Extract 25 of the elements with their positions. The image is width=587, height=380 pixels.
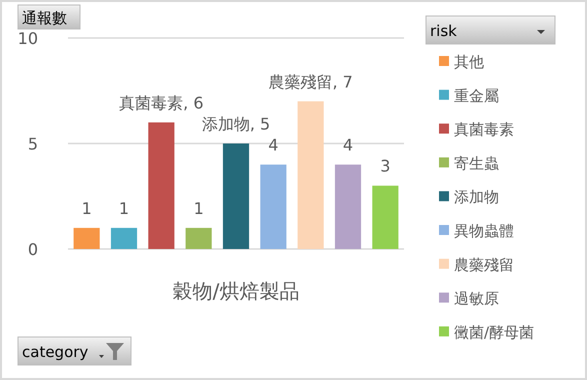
legend-label: 重金屬 (454, 86, 499, 105)
data-label: 農藥殘留, 7 (268, 72, 353, 92)
legend-label: 真菌毒素 (454, 120, 514, 139)
legend-label: 黴菌/酵母菌 (454, 323, 534, 342)
data-label: 添加物, 5 (202, 114, 270, 134)
legend-label: 其他 (454, 53, 484, 71)
data-label: 4 (342, 136, 354, 155)
data-label: 4 (268, 136, 278, 155)
legend-label: 添加物 (454, 188, 499, 206)
y-tick-label: 0 (28, 240, 38, 259)
text: category (22, 343, 88, 361)
data-label: 3 (380, 156, 390, 176)
data-label: 1 (194, 198, 204, 218)
data-label: 1 (82, 198, 92, 218)
x-axis-title: 穀物/烘焙製品 (172, 279, 300, 303)
y-tick-label: 5 (28, 134, 38, 154)
y-tick-label: 10 (18, 29, 38, 48)
legend-label: 農藥殘留 (454, 256, 514, 274)
y-axis-title: 通報數 (22, 9, 67, 27)
data-label: 1 (118, 198, 130, 218)
legend-label: 過敏原 (454, 290, 499, 308)
legend-label: 寄生蟲 (454, 154, 499, 172)
data-label: 真菌毒素, 6 (119, 93, 204, 112)
legend-label: 異物蟲體 (454, 222, 514, 240)
legend-title: risk (430, 22, 458, 40)
